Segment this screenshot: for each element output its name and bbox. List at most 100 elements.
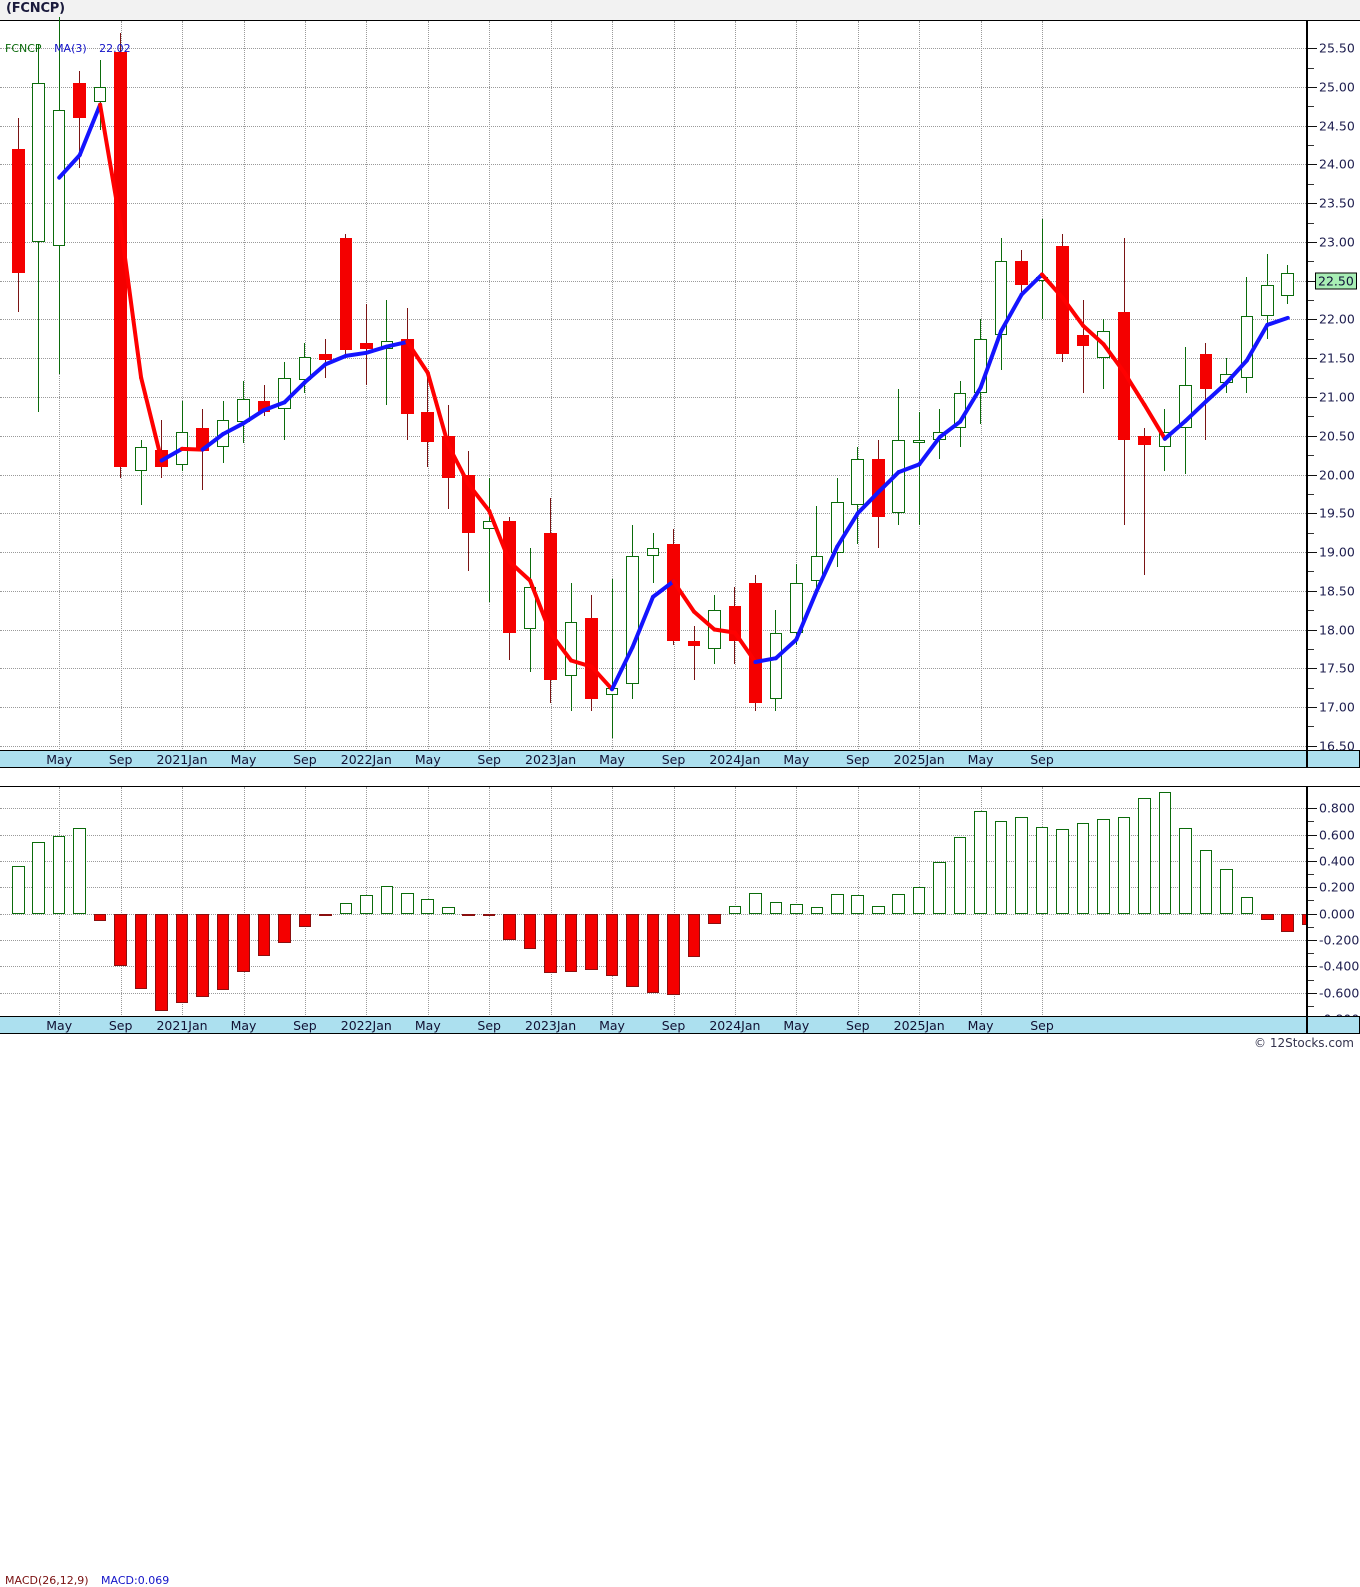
price-x-label: 2025Jan bbox=[893, 752, 945, 767]
candle-body bbox=[1281, 272, 1295, 297]
ma-segment bbox=[671, 579, 696, 614]
candle-wick bbox=[1143, 427, 1145, 576]
price-axis-label: 17.50 bbox=[1319, 660, 1355, 676]
ma-segment bbox=[425, 370, 451, 447]
macd-gridline-vertical bbox=[243, 787, 245, 1033]
price-x-label: 2023Jan bbox=[525, 752, 577, 767]
macd-bar bbox=[1056, 829, 1069, 914]
macd-bar bbox=[462, 913, 476, 917]
macd-x-label: May bbox=[783, 1018, 810, 1033]
macd-x-axis-corner bbox=[1306, 1016, 1360, 1034]
macd-axis-minor-tick bbox=[1308, 926, 1314, 928]
macd-bar bbox=[360, 895, 373, 914]
ma-segment bbox=[528, 578, 553, 636]
macd-gridline bbox=[0, 860, 1306, 862]
macd-bar bbox=[319, 913, 332, 917]
ma-segment bbox=[1224, 358, 1249, 385]
macd-bar bbox=[1220, 868, 1233, 914]
price-axis-label: 16.50 bbox=[1319, 738, 1355, 754]
price-axis-tick bbox=[1308, 435, 1317, 437]
candle-body bbox=[790, 583, 803, 634]
ma-segment bbox=[835, 511, 860, 549]
page-title: (FCNCP) bbox=[6, 1, 65, 16]
ma-segment bbox=[77, 102, 103, 158]
candle-body bbox=[32, 83, 46, 242]
macd-bar bbox=[749, 892, 762, 914]
candle-wick bbox=[918, 412, 920, 525]
macd-bar bbox=[810, 907, 824, 914]
macd-bar bbox=[912, 887, 926, 914]
ma-segment bbox=[1142, 402, 1167, 441]
ma-segment bbox=[1081, 323, 1106, 347]
price-axis-label: 25.50 bbox=[1319, 40, 1355, 56]
macd-axis-minor-tick bbox=[1308, 821, 1314, 823]
macd-axis-minor-tick bbox=[1308, 1006, 1314, 1007]
price-axis-tick bbox=[1308, 86, 1317, 88]
macd-x-label: Sep bbox=[477, 1018, 501, 1033]
price-gridline bbox=[0, 474, 1306, 476]
price-x-label: May bbox=[414, 752, 441, 767]
price-gridline bbox=[0, 164, 1306, 166]
candle-body bbox=[93, 86, 107, 103]
macd-axis-label: 0.600 bbox=[1319, 827, 1355, 842]
price-gridline bbox=[0, 358, 1306, 360]
candle-wick bbox=[1041, 218, 1043, 320]
macd-bar bbox=[482, 913, 496, 917]
macd-x-label: May bbox=[46, 1018, 73, 1033]
price-axis-tick bbox=[1308, 474, 1317, 476]
copyright-footer: © 12Stocks.com bbox=[1254, 1036, 1354, 1050]
macd-bar bbox=[769, 901, 783, 914]
macd-bar bbox=[1117, 817, 1131, 914]
macd-bar bbox=[52, 835, 66, 914]
price-axis-tick bbox=[1308, 280, 1317, 282]
macd-axis-minor-tick bbox=[1308, 874, 1314, 876]
macd-gridline-vertical bbox=[673, 787, 675, 1033]
candle-wick bbox=[386, 300, 388, 405]
price-axis-label: 18.00 bbox=[1319, 622, 1355, 637]
price-gridline-vertical bbox=[550, 21, 552, 767]
candle-body bbox=[319, 354, 332, 360]
ma-segment bbox=[958, 385, 983, 424]
price-x-label: May bbox=[599, 752, 625, 767]
price-x-label: Sep bbox=[108, 752, 133, 767]
price-axis-tick bbox=[1308, 164, 1317, 166]
macd-axis-label: 0.000 bbox=[1319, 906, 1355, 922]
macd-x-label: 2023Jan bbox=[525, 1018, 577, 1033]
macd-bar bbox=[687, 913, 701, 958]
macd-axis-tick bbox=[1308, 913, 1317, 915]
price-axis-label: 23.00 bbox=[1319, 234, 1355, 250]
ma-segment bbox=[917, 435, 942, 467]
price-legend: FCNCP MA(3) 22.02 bbox=[5, 42, 131, 55]
macd-bar bbox=[155, 913, 168, 1012]
candle-body bbox=[912, 439, 926, 444]
price-plot-area[interactable] bbox=[0, 17, 1306, 768]
ma-segment bbox=[732, 630, 758, 664]
legend-macd-value: MACD:0.069 bbox=[101, 1574, 170, 1587]
candle-body bbox=[769, 633, 783, 700]
macd-bar bbox=[503, 913, 516, 940]
macd-plot-area[interactable] bbox=[0, 786, 1356, 1034]
macd-bar bbox=[544, 913, 557, 973]
price-axis-label: 18.50 bbox=[1319, 583, 1355, 599]
macd-bar bbox=[298, 913, 312, 927]
price-gridline bbox=[0, 745, 1306, 747]
candle-body bbox=[523, 586, 537, 630]
price-axis-minor-tick bbox=[1308, 106, 1314, 108]
price-axis-label: 25.00 bbox=[1319, 79, 1355, 95]
price-x-label: Sep bbox=[293, 752, 317, 767]
macd-bar bbox=[1035, 826, 1049, 914]
price-axis-label: 17.00 bbox=[1319, 699, 1355, 715]
ma-segment bbox=[364, 344, 389, 355]
macd-x-label: 2021Jan bbox=[156, 1018, 208, 1033]
macd-axis-label: -0.600 bbox=[1319, 985, 1360, 1001]
legend-symbol: FCNCP bbox=[5, 42, 42, 55]
macd-bar bbox=[667, 913, 680, 996]
price-axis-minor-tick bbox=[1308, 261, 1314, 263]
ma-segment bbox=[221, 421, 246, 437]
price-axis-label: 24.50 bbox=[1319, 118, 1355, 134]
ma-segment bbox=[405, 339, 430, 375]
candle-body bbox=[400, 338, 414, 414]
macd-axis-label: 0.800 bbox=[1319, 800, 1355, 816]
macd-axis-tick bbox=[1308, 992, 1317, 994]
macd-x-label: Sep bbox=[661, 1018, 686, 1033]
